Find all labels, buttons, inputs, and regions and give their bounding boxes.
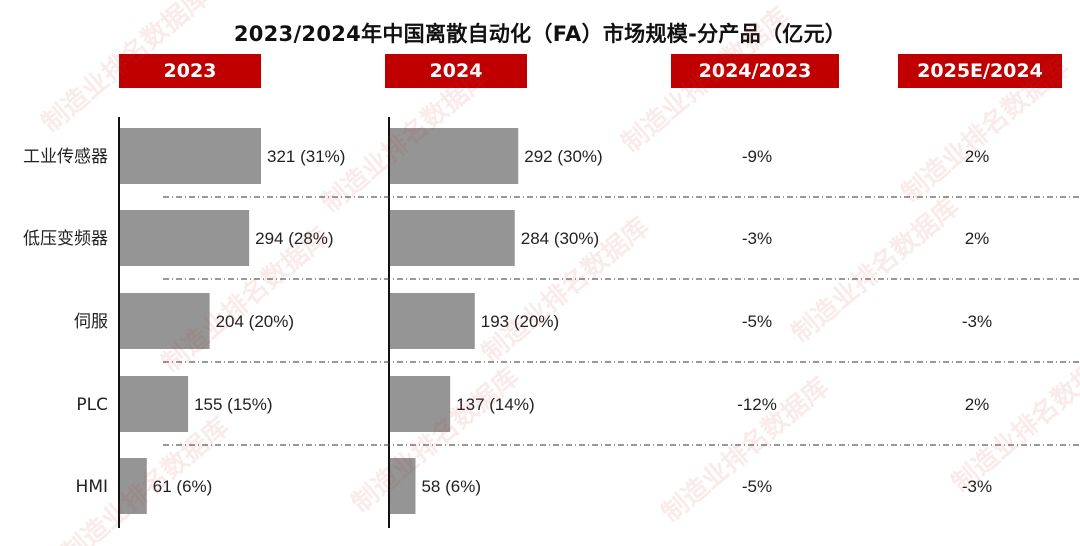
category-label: 低压变频器 [23, 229, 108, 249]
growth-value: -9% [742, 147, 772, 166]
growth-value: -3% [742, 229, 772, 248]
data-label: 321 (31%) [267, 147, 345, 166]
data-label: 155 (15%) [194, 395, 272, 414]
data-label: 204 (20%) [216, 312, 294, 331]
bar-2023 [120, 376, 189, 432]
data-label: 58 (6%) [421, 477, 481, 496]
bar-2024 [390, 210, 515, 266]
bar-2023 [120, 128, 261, 184]
bar-2024 [390, 293, 475, 349]
growth-value: -5% [742, 477, 772, 496]
data-label: 61 (6%) [153, 477, 213, 496]
bar-2023 [120, 458, 147, 514]
growth-value: -3% [962, 477, 992, 496]
growth-value: -12% [737, 395, 777, 414]
category-label: 工业传感器 [23, 147, 108, 167]
data-label: 292 (30%) [524, 147, 602, 166]
header-2024: 2024 [385, 54, 527, 88]
growth-value: -5% [742, 312, 772, 331]
growth-value: 2% [965, 395, 990, 414]
data-label: 284 (30%) [521, 229, 599, 248]
header-2023: 2023 [119, 54, 261, 88]
growth-value: -3% [962, 312, 992, 331]
data-label: 193 (20%) [481, 312, 559, 331]
growth-value: 2% [965, 147, 990, 166]
growth-value: 2% [965, 229, 990, 248]
header-growth-2025e-2024: 2025E/2024 [898, 54, 1062, 88]
category-label: 伺服 [74, 312, 108, 332]
data-label: 137 (14%) [456, 395, 534, 414]
header-growth-2024-2023: 2024/2023 [671, 54, 839, 88]
bar-2024 [390, 128, 519, 184]
bar-2023 [120, 293, 210, 349]
bar-2023 [120, 210, 250, 266]
chart-title: 2023/2024年中国离散自动化（FA）市场规模-分产品（亿元） [233, 22, 847, 46]
bar-2024 [390, 458, 416, 514]
bar-2024 [390, 376, 451, 432]
data-label: 294 (28%) [255, 229, 333, 248]
category-label: PLC [76, 395, 108, 415]
category-label: HMI [76, 477, 108, 497]
